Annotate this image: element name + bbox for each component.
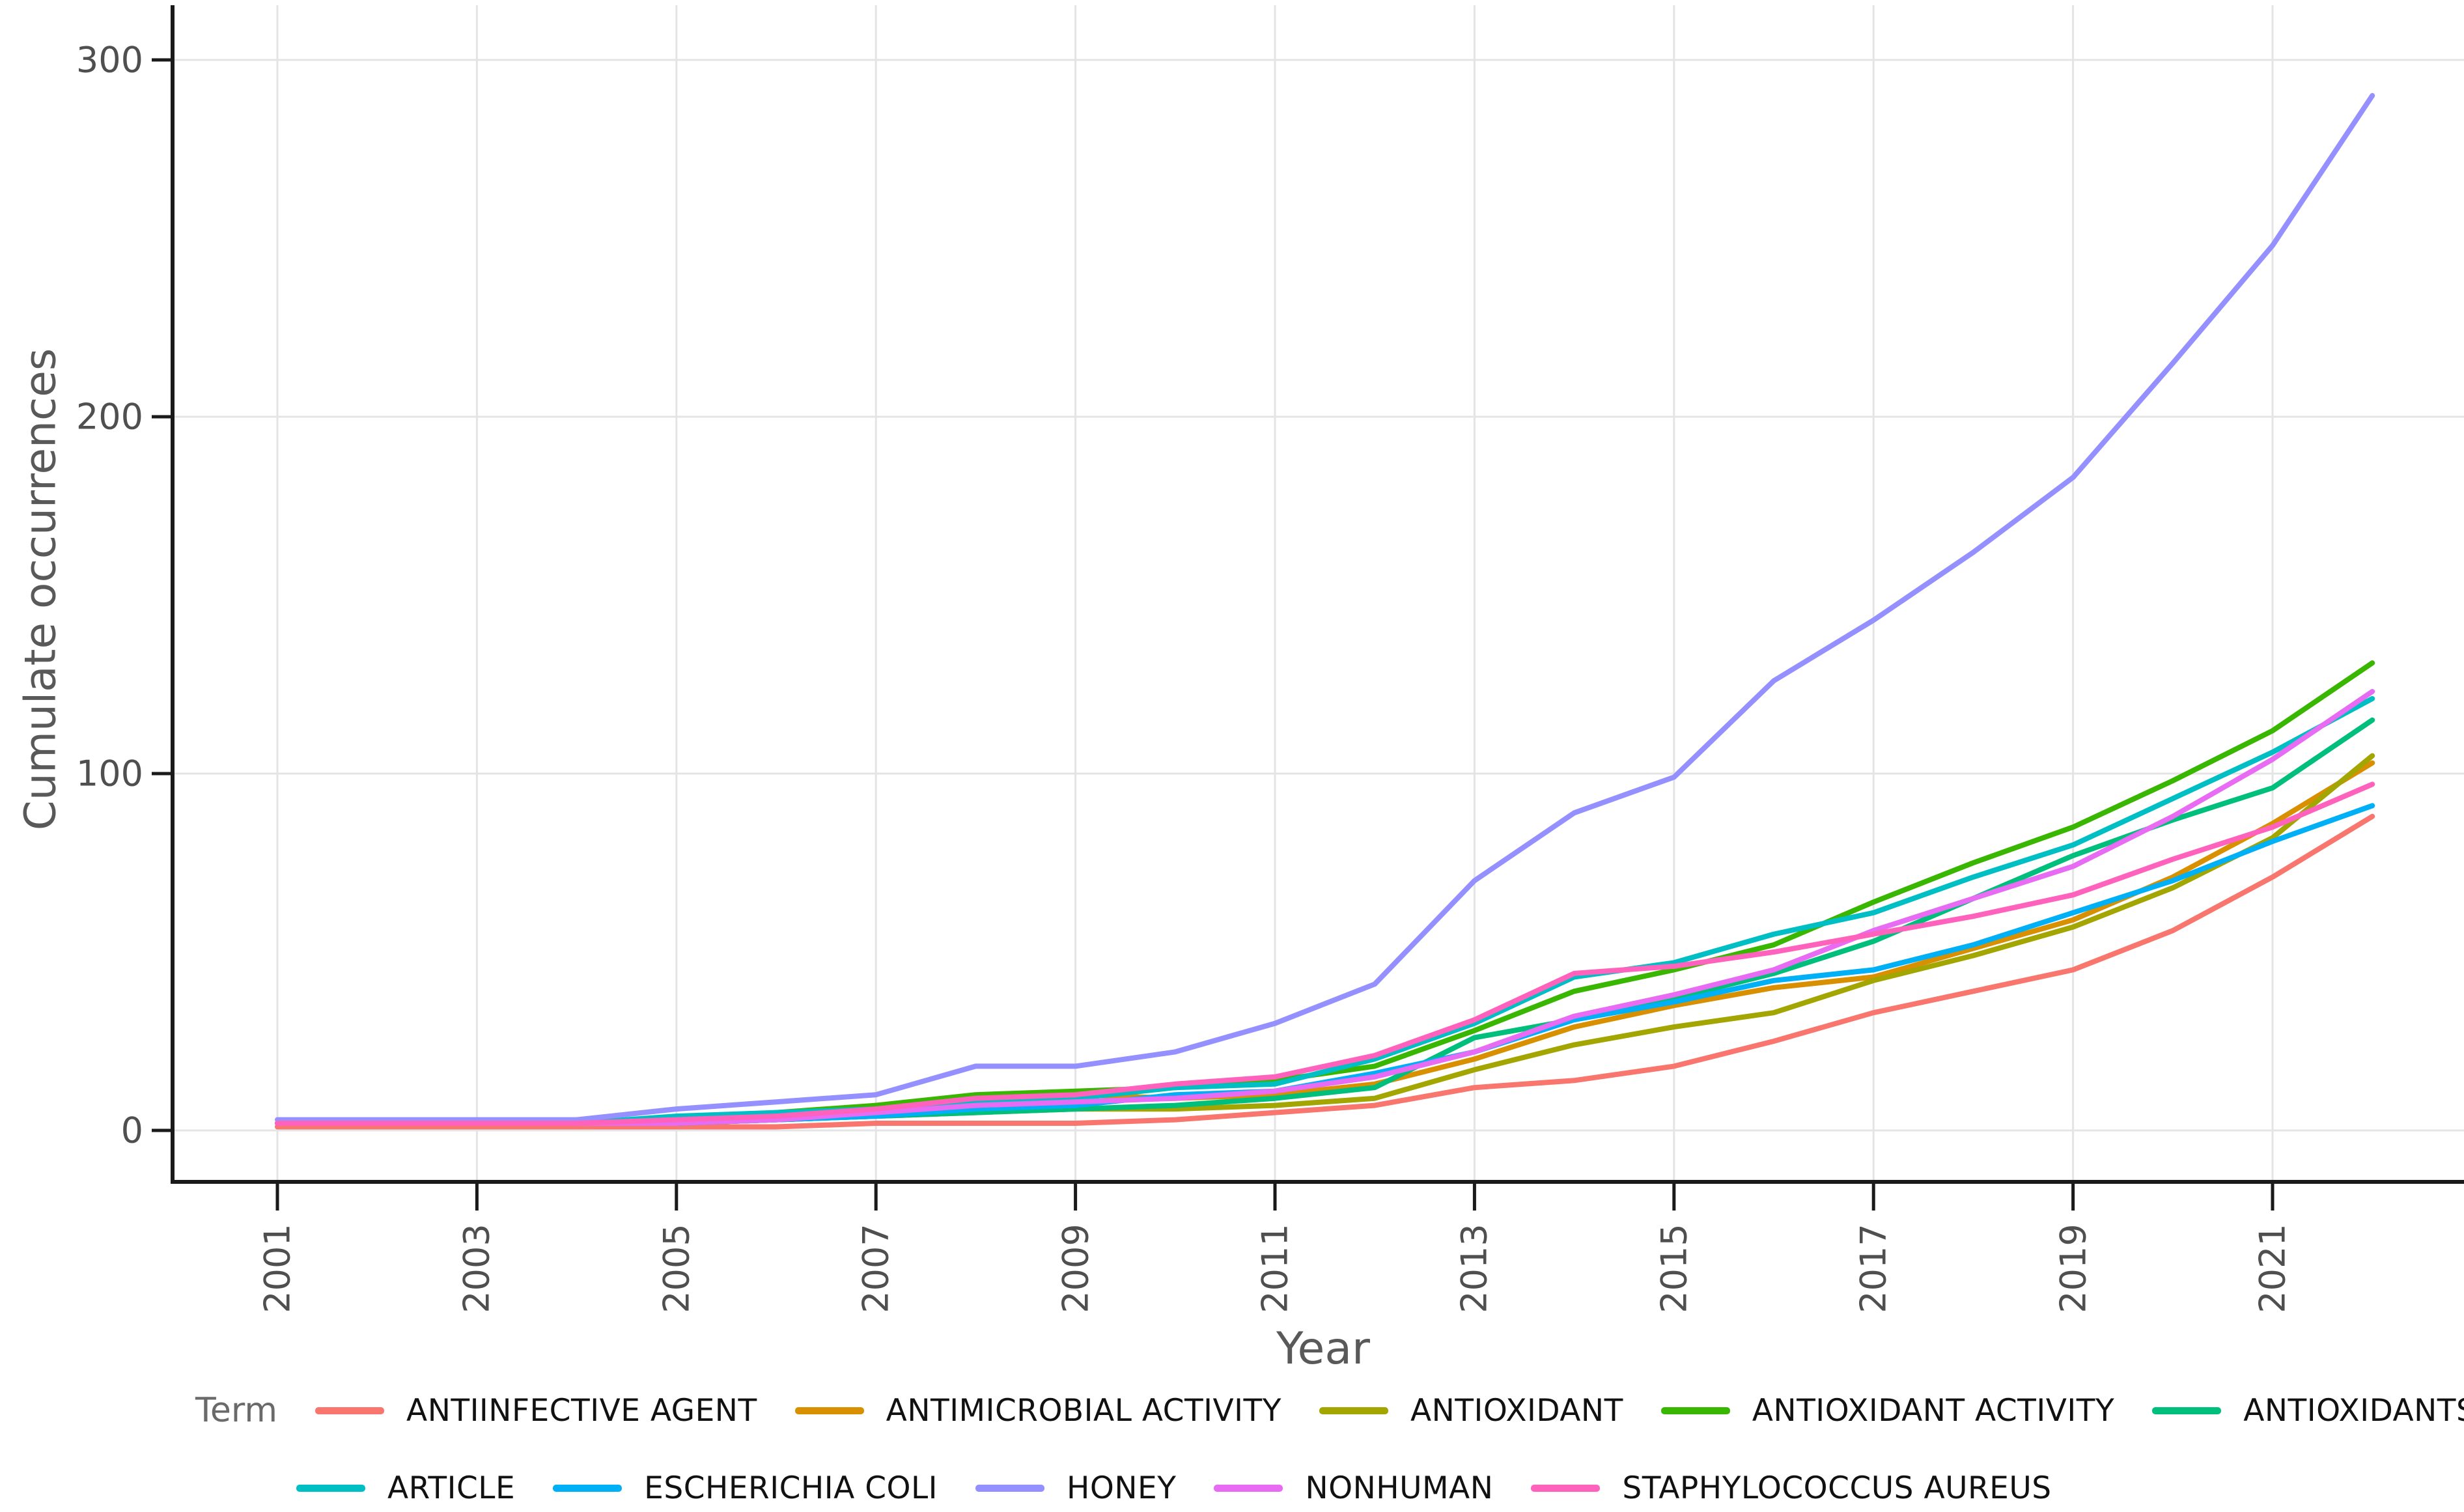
legend-title: Term xyxy=(195,1391,278,1430)
series-line-antioxidant-activity xyxy=(275,660,2375,1126)
x-tick-label-2011: 2011 xyxy=(1254,1224,1296,1313)
series-line-antiinfective-agent xyxy=(275,813,2375,1130)
legend-item-honey: HONEY xyxy=(975,1470,1176,1506)
x-axis-title: Year xyxy=(1276,1323,1370,1375)
legend-label: ANTIOXIDANT xyxy=(1410,1392,1623,1429)
y-tick-label-200: 200 xyxy=(76,396,143,438)
y-tick-label-100: 100 xyxy=(76,753,143,794)
legend-label: HONEY xyxy=(1067,1470,1177,1506)
legend-label: NONHUMAN xyxy=(1305,1470,1494,1506)
y-tick-label-300: 300 xyxy=(76,39,143,81)
x-tick-label-2009: 2009 xyxy=(1055,1224,1097,1313)
legend-item-article: ARTICLE xyxy=(296,1470,515,1506)
x-tick-label-2005: 2005 xyxy=(656,1224,697,1313)
legend-label: ESCHERICHIA COLI xyxy=(644,1470,938,1506)
x-tick-label-2021: 2021 xyxy=(2252,1224,2293,1313)
legend-line-swatch xyxy=(794,1407,864,1414)
legend-label: ANTIINFECTIVE AGENT xyxy=(406,1392,757,1429)
legend-line-swatch xyxy=(1531,1485,1601,1492)
legend-line-swatch xyxy=(315,1407,385,1414)
legend-row-1: Term ANTIINFECTIVE AGENT ANTIMICROBIAL AC… xyxy=(195,1391,2464,1430)
legend-item-nonhuman: NONHUMAN xyxy=(1214,1470,1493,1506)
legend-item-antioxidants: ANTIOXIDANTS xyxy=(2152,1393,2464,1429)
legend-label: STAPHYLOCOCCUS AUREUS xyxy=(1622,1470,2052,1506)
legend-items-row-1: ANTIINFECTIVE AGENT ANTIMICROBIAL ACTIVIT… xyxy=(315,1393,2464,1429)
legend-label: ANTIOXIDANT ACTIVITY xyxy=(1752,1392,2115,1429)
legend-item-staphylococcus-aureus: STAPHYLOCOCCUS AUREUS xyxy=(1531,1470,2051,1506)
legend-item-antioxidant: ANTIOXIDANT xyxy=(1319,1393,1623,1429)
legend-line-swatch xyxy=(1319,1407,1388,1414)
x-tick-label-2015: 2015 xyxy=(1653,1224,1695,1313)
y-tick-label-0: 0 xyxy=(120,1110,143,1151)
series-line-staphylococcus-aureus xyxy=(275,781,2375,1126)
x-tick-label-2003: 2003 xyxy=(456,1224,497,1313)
legend-item-antiinfective-agent: ANTIINFECTIVE AGENT xyxy=(315,1393,757,1429)
x-tick-label-2013: 2013 xyxy=(1453,1224,1495,1313)
series-line-honey xyxy=(275,92,2375,1123)
legend-label: ARTICLE xyxy=(387,1470,516,1506)
legend-line-swatch xyxy=(553,1485,623,1492)
y-axis-title: Cumulate occurrences xyxy=(15,348,66,831)
series-line-nonhuman xyxy=(275,689,2375,1126)
x-tick-label-2019: 2019 xyxy=(2052,1224,2094,1313)
legend-line-swatch xyxy=(2152,1407,2222,1414)
legend-label: ANTIOXIDANTS xyxy=(2243,1392,2464,1429)
legend-items-row-2: ARTICLE ESCHERICHIA COLI HONEY NONHUMAN STAP… xyxy=(296,1470,2090,1506)
x-tick-label-2007: 2007 xyxy=(855,1224,897,1313)
legend-item-antioxidant-activity: ANTIOXIDANT ACTIVITY xyxy=(1660,1392,2115,1429)
series-line-article xyxy=(275,695,2375,1126)
legend-line-swatch xyxy=(296,1485,365,1492)
legend-line-swatch xyxy=(1660,1407,1730,1414)
legend-line-swatch xyxy=(975,1485,1045,1492)
legend-item-antimicrobial-activity: ANTIMICROBIAL ACTIVITY xyxy=(794,1392,1281,1429)
legend-item-escherichia-coli: ESCHERICHIA COLI xyxy=(553,1470,938,1506)
legend-line-swatch xyxy=(1214,1485,1283,1492)
x-tick-label-2001: 2001 xyxy=(257,1224,298,1313)
legend-row-2: ARTICLE ESCHERICHIA COLI HONEY NONHUMAN STAP… xyxy=(296,1470,2090,1506)
legend-label: ANTIMICROBIAL ACTIVITY xyxy=(886,1392,1281,1429)
x-tick-label-2017: 2017 xyxy=(1853,1224,1894,1313)
